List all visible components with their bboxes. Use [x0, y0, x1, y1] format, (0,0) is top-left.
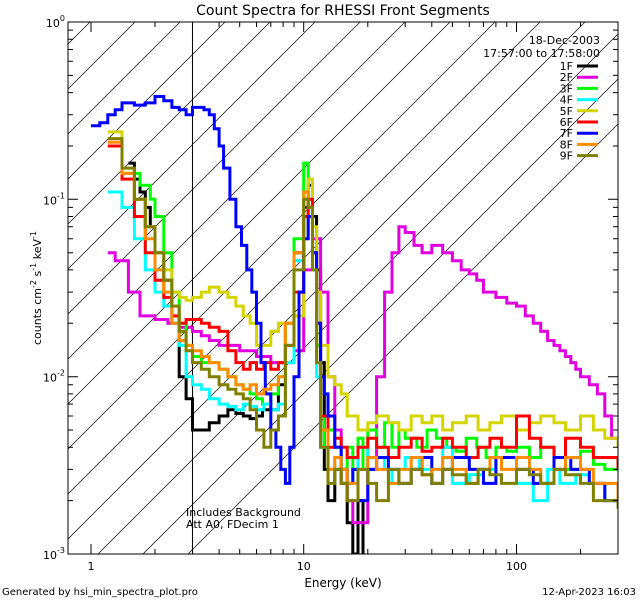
annotation-time: 17:57:00 to 17:58:00: [483, 47, 600, 60]
y-tick-label: 100: [46, 14, 65, 30]
y-axis-ticks: [68, 21, 618, 555]
annotation-attenuator: Att A0, FDecim 1: [186, 518, 279, 531]
legend-label-7f: 7F: [560, 127, 573, 140]
x-axis-ticks: [90, 22, 619, 554]
y-tick-label: 10-3: [43, 546, 65, 562]
legend-label-9f: 9F: [560, 150, 573, 163]
y-axis-label-end: keV: [31, 239, 44, 263]
y-tick-marks: [68, 21, 618, 555]
x-axis-label: Energy (keV): [304, 576, 381, 590]
y-axis-tick-labels: 100 10-1 10-2 10-3: [43, 14, 65, 562]
y-axis-label-main: counts cm: [31, 288, 44, 345]
x-tick-label: 1: [87, 560, 94, 573]
hatch-lines: [68, 22, 618, 554]
x-tick-marks: [90, 22, 619, 554]
chart-title: Count Spectra for RHESSI Front Segments: [196, 3, 490, 19]
y-tick-label: 10-1: [43, 191, 65, 207]
y-axis-label: counts cm-2 s-1 keV-1: [29, 231, 44, 345]
plot-frame: [67, 21, 619, 555]
legend-label-1f: 1F: [560, 60, 573, 73]
annotation-date: 18-Dec-2003: [529, 34, 600, 47]
legend-label-8f: 8F: [560, 138, 573, 151]
legend-label-6f: 6F: [560, 116, 573, 129]
y-axis-label-exp1: -2: [29, 280, 38, 288]
y-axis-label-exp2: -1: [29, 263, 38, 271]
legend-label-4f: 4F: [560, 94, 573, 107]
excluded-region-hatch: [68, 22, 618, 554]
series-5f: [107, 130, 618, 448]
x-tick-label: 100: [506, 560, 527, 573]
series-9f: [107, 137, 618, 509]
y-axis-label-mid: s: [31, 270, 44, 279]
series-lines: [91, 95, 618, 554]
footer-generated-by: Generated by hsi_min_spectra_plot.pro: [2, 587, 198, 598]
legend-label-5f: 5F: [560, 105, 573, 118]
series-2f: [107, 225, 618, 525]
y-tick-label: 10-2: [43, 369, 65, 385]
x-tick-label: 10: [297, 560, 311, 573]
legend-label-3f: 3F: [560, 82, 573, 95]
x-axis-tick-labels: 1 10 100: [87, 560, 527, 573]
legend-label-2f: 2F: [560, 71, 573, 84]
annotation-background: Includes Background: [186, 506, 301, 519]
y-axis-label-exp3: -1: [29, 231, 38, 239]
footer-timestamp: 12-Apr-2023 16:03: [542, 587, 636, 598]
